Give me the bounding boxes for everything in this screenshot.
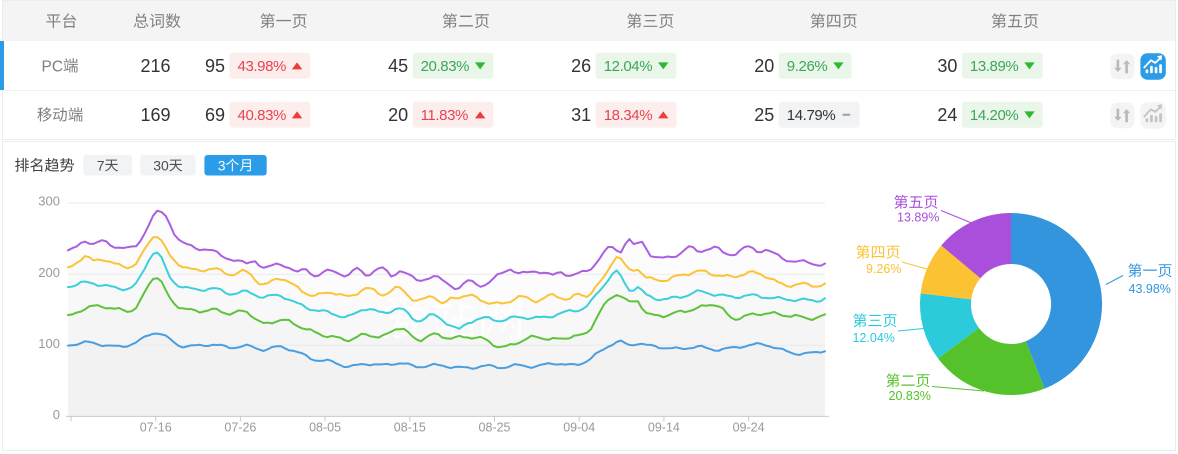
svg-text:45: 45 [388,56,408,76]
svg-text:12.04%: 12.04% [604,58,653,75]
svg-text:07-26: 07-26 [224,421,256,435]
svg-text:43.98%: 43.98% [238,58,287,75]
svg-text:07-16: 07-16 [140,421,172,435]
svg-text:200: 200 [38,265,60,280]
svg-text:09-04: 09-04 [563,421,595,435]
svg-text:13.89%: 13.89% [970,58,1019,75]
svg-text:PC: PC [42,58,64,75]
svg-text:69: 69 [205,105,225,125]
svg-text:30: 30 [937,56,957,76]
svg-text:14.20%: 14.20% [970,107,1019,124]
svg-text:43.98%: 43.98% [1129,282,1171,296]
svg-text:14.79%: 14.79% [787,107,836,124]
svg-text:08-15: 08-15 [394,421,426,435]
svg-text:20: 20 [754,56,774,76]
svg-text:3: 3 [218,157,226,173]
svg-text:100: 100 [38,336,60,351]
svg-text:26: 26 [571,56,591,76]
svg-text:216: 216 [140,56,170,76]
svg-text:40.83%: 40.83% [238,107,287,124]
svg-text:9.26%: 9.26% [866,262,901,276]
svg-text:09-14: 09-14 [648,421,680,435]
svg-text:12.04%: 12.04% [853,331,895,345]
svg-text:20.83%: 20.83% [421,58,470,75]
svg-text:95: 95 [205,56,225,76]
svg-text:9.26%: 9.26% [787,58,828,75]
svg-text:300: 300 [38,194,60,209]
svg-text:25: 25 [754,105,774,125]
svg-text:20: 20 [388,105,408,125]
svg-text:18.34%: 18.34% [604,107,653,124]
svg-text:7: 7 [97,157,105,173]
svg-text:08-05: 08-05 [309,421,341,435]
svg-text:13.89%: 13.89% [897,211,939,225]
svg-text:0: 0 [53,407,60,422]
svg-text:20.83%: 20.83% [889,389,931,403]
svg-text:31: 31 [571,105,591,125]
svg-text:169: 169 [140,105,170,125]
svg-text:30: 30 [153,157,169,173]
svg-text:08-25: 08-25 [479,421,511,435]
svg-text:09-24: 09-24 [733,421,765,435]
svg-text:11.83%: 11.83% [421,107,468,124]
svg-text:24: 24 [937,105,957,125]
